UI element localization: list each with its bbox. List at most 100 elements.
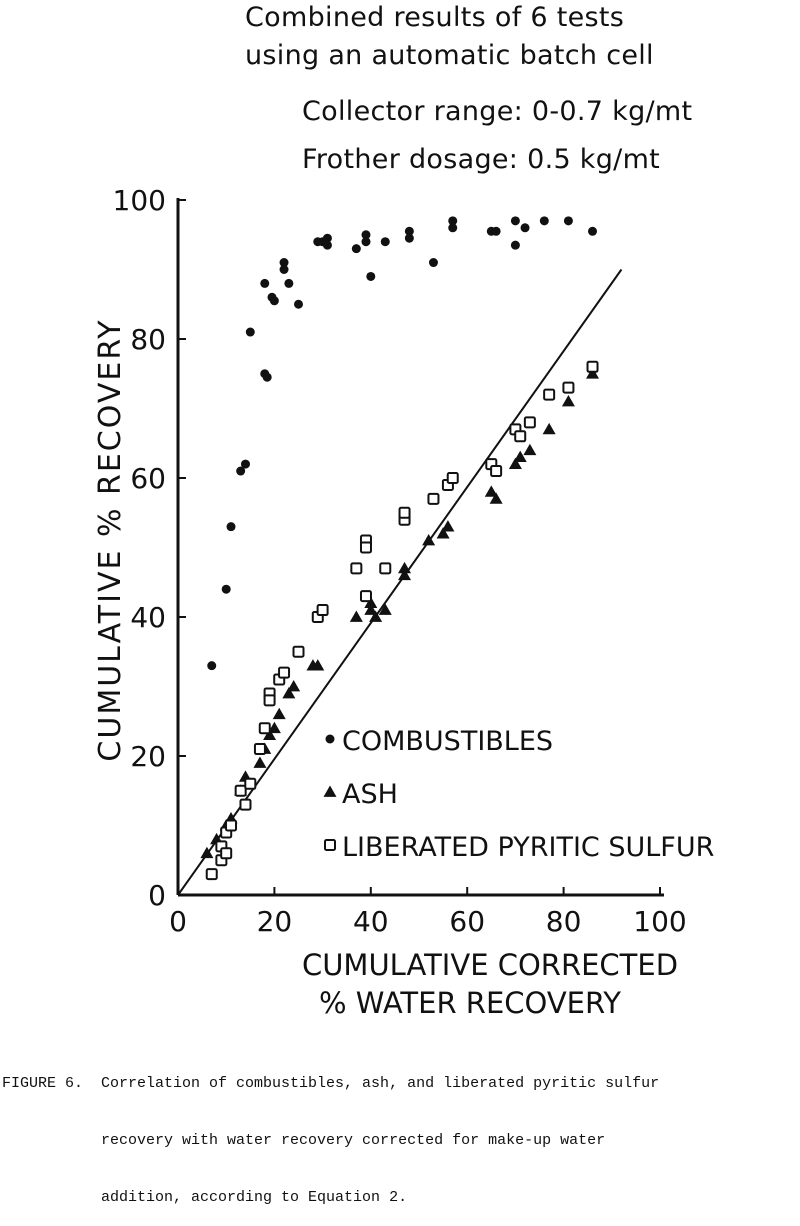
- ash-point: [364, 603, 378, 615]
- combustibles-point: [366, 271, 376, 281]
- pyritic-sulfur-point: [278, 666, 291, 679]
- ash-point: [398, 561, 412, 574]
- legend-label: ASH: [342, 779, 398, 810]
- ash-point: [311, 659, 325, 671]
- pyritic-sulfur-point: [263, 694, 276, 707]
- pyritic-sulfur-point: [543, 388, 556, 401]
- y-axis-title: CUMULATIVE % RECOVERY: [93, 318, 128, 761]
- legend-marker-triangle-icon: [323, 785, 337, 797]
- ash-point: [561, 395, 575, 407]
- pyritic-sulfur-point: [258, 722, 271, 735]
- combustibles-point: [404, 226, 414, 236]
- data-points: [200, 216, 600, 881]
- x-axis-title-line-1: CUMULATIVE CORRECTED: [302, 948, 678, 982]
- pyritic-sulfur-point: [220, 847, 233, 860]
- ash-point: [378, 603, 392, 615]
- reference-line-layer: [177, 268, 623, 896]
- combustibles-point: [279, 265, 289, 274]
- pyritic-sulfur-point: [234, 784, 247, 797]
- x-tick-label: 60: [449, 905, 485, 938]
- caption-line-3: addition, according to Equation 2.: [2, 1189, 408, 1206]
- combustibles-point: [361, 237, 371, 247]
- combustibles-point: [520, 223, 530, 233]
- caption-line-1: FIGURE 6. Correlation of combustibles, a…: [2, 1075, 660, 1092]
- x-axis-title-line-2: % WATER RECOVERY: [319, 986, 621, 1020]
- ash-point: [542, 422, 556, 435]
- ash-point: [267, 721, 281, 734]
- ash-point: [282, 686, 296, 699]
- combustibles-point: [322, 233, 332, 243]
- ash-point: [441, 520, 455, 532]
- ash-point: [287, 680, 301, 692]
- combustibles-point: [226, 522, 236, 532]
- combustibles-point: [510, 240, 520, 250]
- combustibles-point: [351, 244, 361, 254]
- ash-point: [513, 450, 527, 463]
- reference-line: [177, 268, 623, 896]
- pyritic-sulfur-point: [350, 562, 363, 575]
- combustibles-point: [221, 584, 231, 594]
- y-tick-label: 80: [130, 323, 166, 356]
- pyritic-sulfur-point: [490, 465, 503, 478]
- pyritic-sulfur-point: [427, 492, 440, 505]
- pyritic-sulfur-point: [225, 819, 238, 832]
- combustibles-point: [260, 278, 270, 288]
- y-tick-label: 100: [113, 184, 166, 217]
- ash-point: [200, 846, 214, 859]
- ash-point: [523, 443, 537, 456]
- combustibles-point: [279, 258, 289, 268]
- pyritic-sulfur-point: [316, 604, 329, 617]
- pyritic-sulfur-point: [205, 868, 218, 881]
- pyritic-sulfur-point: [253, 743, 266, 756]
- scatter-chart: 0 20 40 60 80 100 0 20 40 60 80 100 COMBUSTIBLES ASH…: [93, 184, 714, 1020]
- y-tick-label: 20: [130, 740, 166, 773]
- x-tick-label: 100: [633, 905, 686, 938]
- chart-title-line-1: Combined results of 6 tests: [245, 2, 625, 33]
- ash-point: [272, 707, 286, 720]
- pyritic-sulfur-point: [398, 506, 411, 519]
- pyritic-sulfur-point: [359, 590, 372, 603]
- combustibles-point: [404, 233, 414, 243]
- pyritic-sulfur-point: [244, 777, 257, 790]
- pyritic-sulfur-point: [562, 381, 575, 394]
- combustibles-point: [240, 459, 250, 469]
- ash-point: [422, 534, 436, 546]
- combustibles-point: [284, 278, 294, 288]
- legend-marker-square-icon: [324, 839, 336, 851]
- pyritic-sulfur-point: [239, 798, 252, 811]
- ash-point: [263, 728, 277, 741]
- x-tick-label: 80: [546, 905, 582, 938]
- combustibles-point: [262, 372, 272, 382]
- ash-point: [398, 568, 412, 581]
- legend-label: LIBERATED PYRITIC SULFUR: [342, 832, 714, 863]
- pyritic-sulfur-point: [379, 562, 392, 575]
- ash-point: [484, 485, 498, 497]
- ash-point: [369, 610, 383, 622]
- combustibles-point: [539, 216, 549, 226]
- ash-point: [364, 596, 378, 608]
- chart-subtitle-frother: Frother dosage: 0.5 kg/mt: [302, 144, 661, 175]
- combustibles-point: [236, 466, 246, 476]
- combustibles-point: [245, 327, 255, 337]
- ash-point: [436, 527, 450, 539]
- chart-title-line-2: using an automatic batch cell: [245, 40, 654, 71]
- combustibles-point: [510, 216, 520, 226]
- combustibles-point: [448, 216, 458, 226]
- ash-point: [508, 457, 522, 469]
- combustibles-point: [269, 296, 279, 306]
- y-tick-label: 0: [148, 879, 166, 912]
- y-tick-label: 60: [130, 462, 166, 495]
- legend-label: COMBUSTIBLES: [342, 726, 553, 757]
- combustibles-point: [322, 240, 332, 250]
- combustibles-point: [491, 226, 501, 236]
- pyritic-sulfur-point: [523, 416, 536, 429]
- legend-marker-circle-icon: [325, 734, 335, 744]
- combustibles-point: [563, 216, 573, 226]
- combustibles-point: [294, 299, 303, 309]
- pyritic-sulfur-point: [359, 541, 372, 554]
- x-tick-label: 20: [257, 905, 293, 938]
- combustibles-point: [380, 237, 390, 247]
- ash-point: [253, 756, 267, 768]
- pyritic-sulfur-point: [292, 645, 305, 658]
- combustibles-point: [361, 230, 371, 240]
